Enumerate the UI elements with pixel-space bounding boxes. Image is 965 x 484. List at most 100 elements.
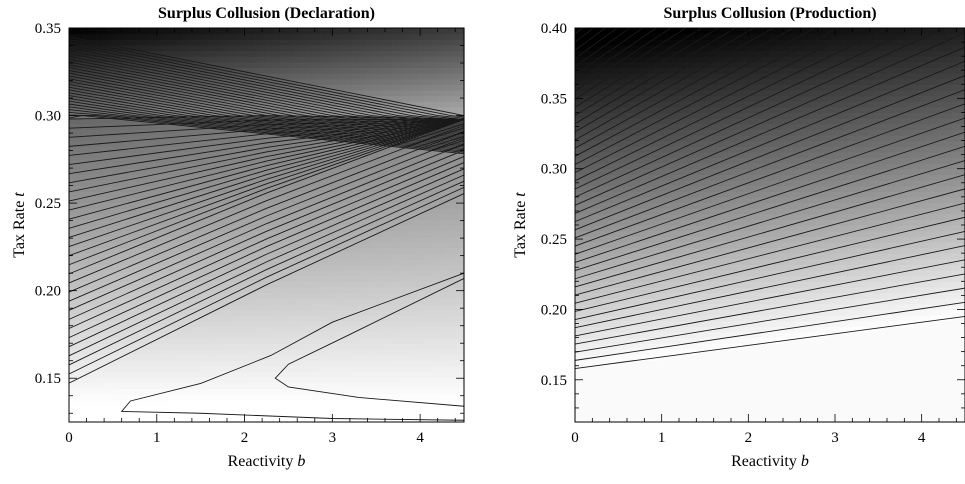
chart-0-heatmap-cell [451, 242, 458, 248]
chart-0-heatmap-cell [280, 315, 287, 321]
chart-0-heatmap-cell [148, 371, 155, 377]
chart-0-heatmap-cell [385, 231, 392, 237]
chart-0-heatmap-cell [247, 62, 254, 68]
chart-0-heatmap-cell [220, 332, 227, 338]
chart-1-heatmap-cell [582, 371, 589, 377]
chart-0-heatmap-cell [109, 208, 116, 214]
chart-0-heatmap-cell [247, 349, 254, 355]
chart-1-heatmap-cell [588, 388, 595, 394]
chart-0-heatmap-cell [352, 264, 359, 270]
chart-0-heatmap-cell [286, 388, 293, 394]
chart-0-heatmap-cell [346, 383, 353, 389]
chart-0-heatmap-cell [89, 366, 96, 372]
chart-0-heatmap-cell [267, 388, 274, 394]
chart-0-heatmap-cell [359, 276, 366, 282]
chart-0-heatmap-cell [352, 405, 359, 411]
chart-0-heatmap-cell [122, 157, 129, 163]
chart-0-heatmap-cell [438, 349, 445, 355]
chart-0-heatmap-cell [227, 321, 234, 327]
chart-0-heatmap-cell [240, 309, 247, 315]
chart-0-heatmap-cell [161, 354, 168, 360]
chart-0-heatmap-cell [234, 394, 241, 400]
chart-0-x-axis-label: Reactivity b [228, 453, 306, 470]
chart-0-heatmap-cell [339, 51, 346, 57]
chart-0-heatmap-cell [161, 343, 168, 349]
chart-0-heatmap-cell [431, 270, 438, 276]
chart-0-heatmap-cell [431, 101, 438, 107]
chart-0-heatmap-cell [339, 360, 346, 366]
chart-1-heatmap-cell [608, 321, 615, 327]
chart-0-heatmap-cell [148, 146, 155, 152]
chart-0-heatmap-cell [240, 304, 247, 310]
chart-0-heatmap-cell [207, 405, 214, 411]
chart-0-heatmap-cell [451, 326, 458, 332]
chart-0-heatmap-cell [392, 264, 399, 270]
chart-0-heatmap-cell [352, 236, 359, 242]
chart-0-heatmap-cell [451, 309, 458, 315]
chart-0-heatmap-cell [444, 79, 451, 85]
chart-0-heatmap-cell [438, 84, 445, 90]
chart-0-heatmap-cell [220, 315, 227, 321]
chart-0-heatmap-cell [220, 309, 227, 315]
chart-0-heatmap-cell [122, 366, 129, 372]
chart-0-heatmap-cell [339, 45, 346, 51]
chart-0-heatmap-cell [326, 309, 333, 315]
chart-0-heatmap-cell [431, 399, 438, 405]
chart-0-heatmap-cell [260, 67, 267, 73]
chart-0-heatmap-cell [82, 146, 89, 152]
chart-0-heatmap-cell [385, 326, 392, 332]
chart-0-heatmap-cell [378, 281, 385, 287]
chart-0-heatmap-cell [431, 39, 438, 45]
chart-0-heatmap-cell [280, 338, 287, 344]
chart-0-heatmap-cell [253, 304, 260, 310]
chart-0-heatmap-cell [194, 135, 201, 141]
chart-0-heatmap-cell [299, 276, 306, 282]
chart-0-heatmap-cell [234, 135, 241, 141]
chart-1-heatmap-cell [588, 383, 595, 389]
chart-0-heatmap-cell [181, 360, 188, 366]
chart-0-heatmap-cell [194, 304, 201, 310]
chart-0-heatmap-cell [365, 84, 372, 90]
chart-0-heatmap-cell [411, 225, 418, 231]
chart-0-heatmap-cell [69, 191, 76, 197]
chart-0-heatmap-cell [313, 281, 320, 287]
chart-0-heatmap-cell [174, 383, 181, 389]
chart-0-heatmap-cell [326, 270, 333, 276]
chart-0-heatmap-cell [128, 388, 135, 394]
chart-1-heatmap-cell [588, 309, 595, 315]
chart-0-heatmap-cell [188, 34, 195, 40]
chart-0-heatmap-cell [161, 338, 168, 344]
chart-0-heatmap-cell [398, 321, 405, 327]
chart-0-heatmap-cell [299, 411, 306, 417]
chart-0-heatmap-cell [444, 84, 451, 90]
chart-1-heatmap-cell [621, 338, 628, 344]
chart-0-heatmap-cell [339, 79, 346, 85]
chart-0-heatmap-cell [253, 377, 260, 383]
chart-0-heatmap-cell [431, 287, 438, 293]
chart-0-heatmap-cell [128, 281, 135, 287]
chart-0-heatmap-cell [220, 219, 227, 225]
chart-0-heatmap-cell [425, 315, 432, 321]
chart-0-heatmap-cell [444, 304, 451, 310]
chart-1-heatmap-cell [614, 197, 621, 203]
chart-0-heatmap-cell [148, 169, 155, 175]
chart-0-heatmap-cell [444, 315, 451, 321]
chart-0-heatmap-cell [444, 360, 451, 366]
chart-0-heatmap-cell [280, 354, 287, 360]
chart-0-heatmap-cell [313, 45, 320, 51]
chart-0-heatmap-cell [405, 405, 412, 411]
chart-0-heatmap-cell [207, 225, 214, 231]
chart-0-heatmap-cell [326, 197, 333, 203]
chart-0-heatmap-cell [306, 394, 313, 400]
chart-0-heatmap-cell [313, 371, 320, 377]
chart-0-heatmap-cell [82, 388, 89, 394]
chart-0-heatmap-cell [240, 405, 247, 411]
chart-0-heatmap-cell [359, 377, 366, 383]
chart-0-heatmap-cell [194, 326, 201, 332]
chart-0-heatmap-cell [201, 338, 208, 344]
chart-1-heatmap-cell [601, 377, 608, 383]
chart-0-heatmap-cell [451, 411, 458, 417]
chart-0-heatmap-cell [359, 84, 366, 90]
chart-0-heatmap-cell [240, 298, 247, 304]
chart-0-heatmap-cell [411, 343, 418, 349]
